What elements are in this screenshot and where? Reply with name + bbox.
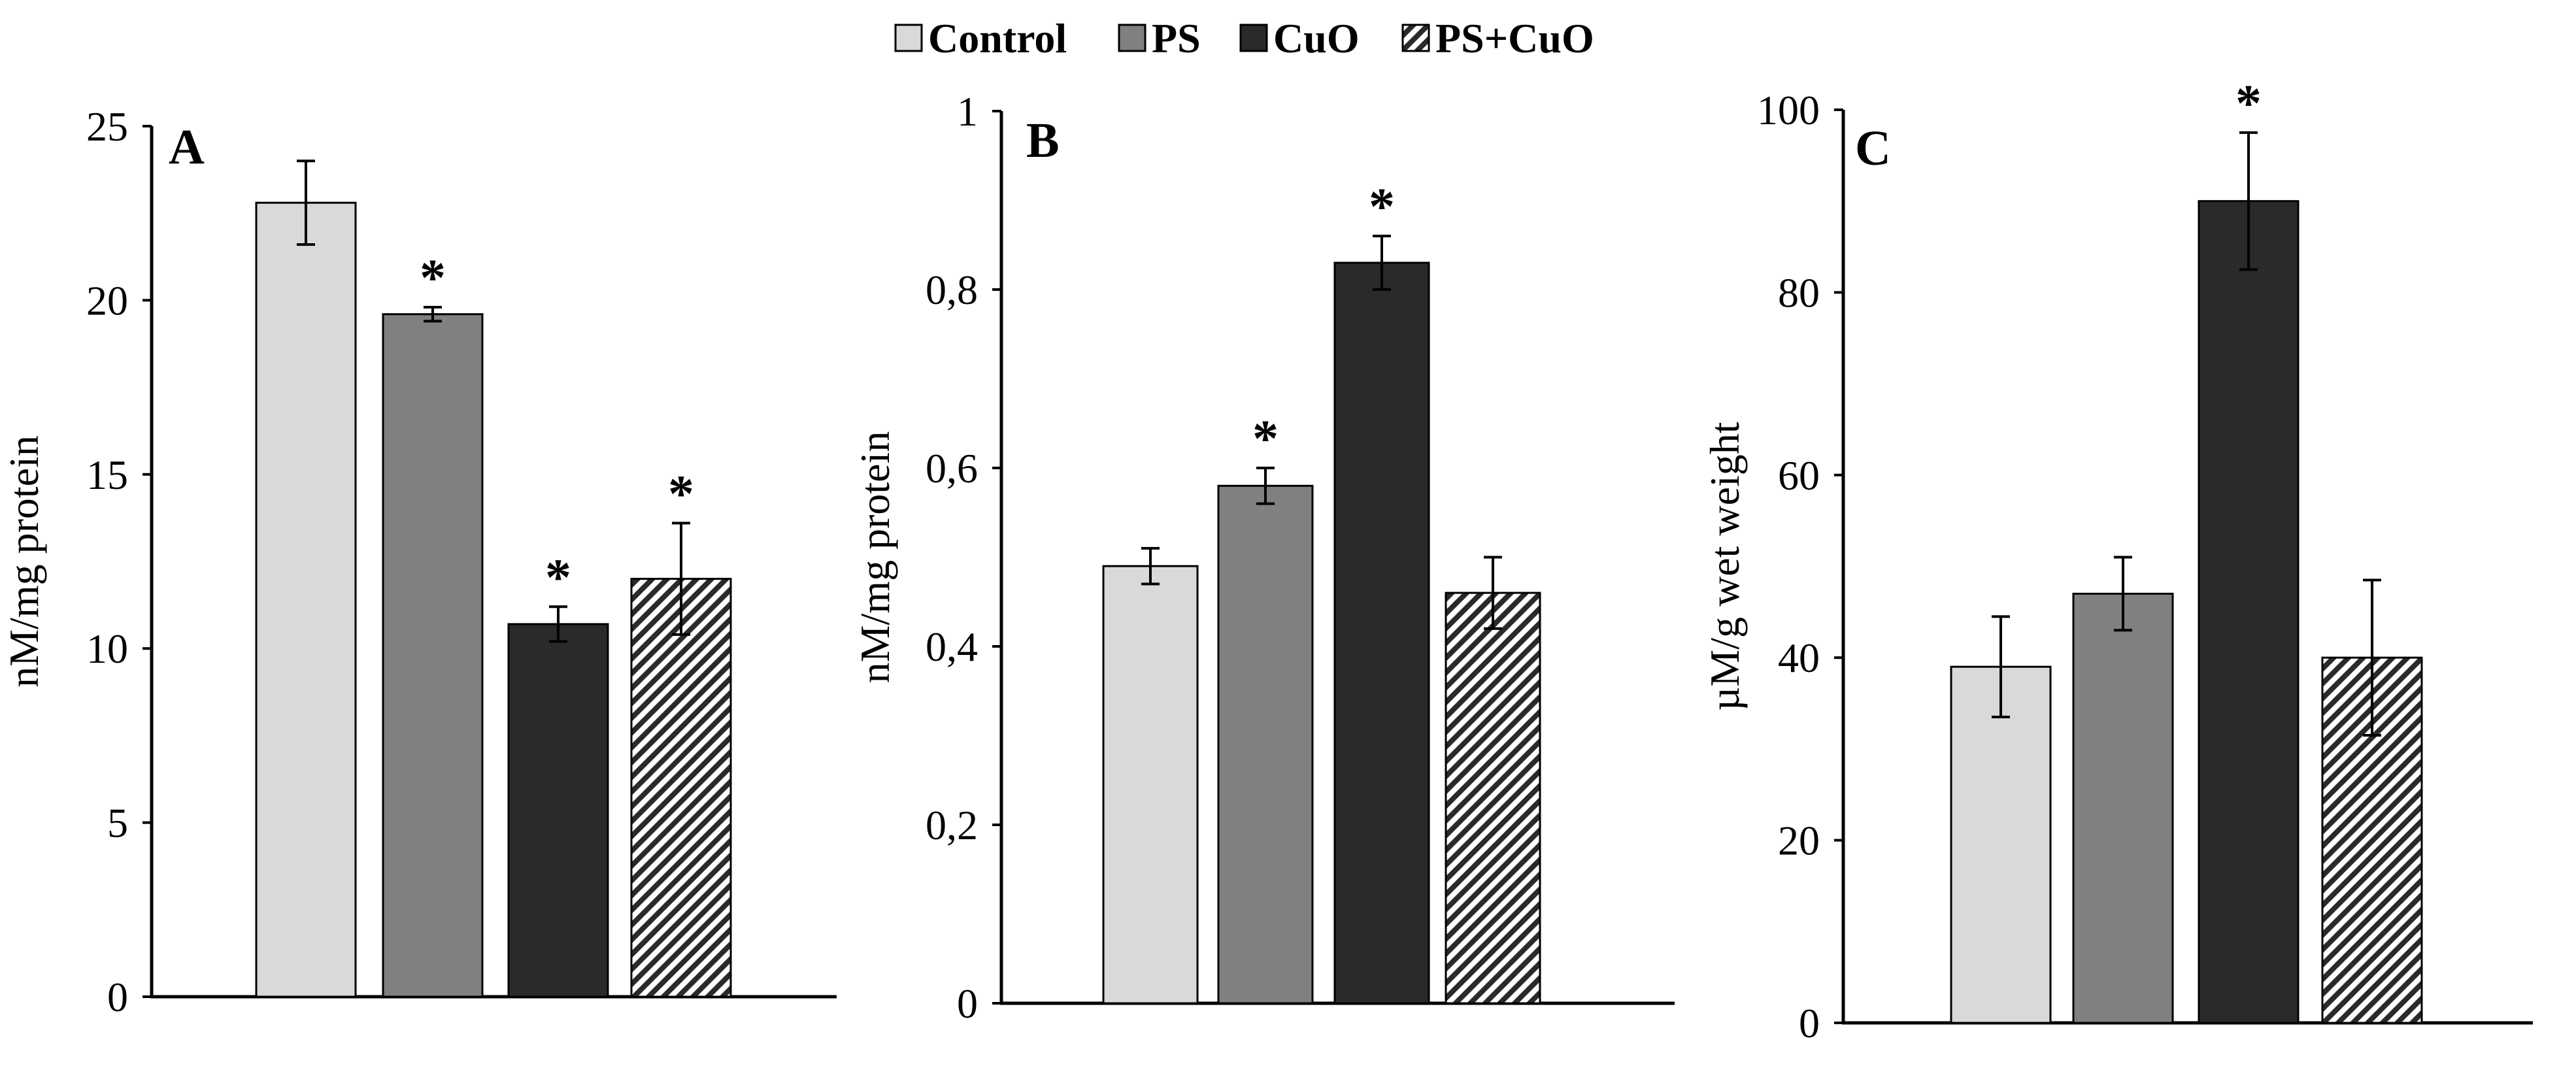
- chart-panel-b: 0 0,2 0,4 0,6 0,8 1 nM/mg protein B * *: [852, 88, 1675, 1027]
- y-tick-label-c: 40: [1778, 635, 1820, 681]
- error-bar-b-cuo: [1373, 235, 1391, 291]
- legend-label-control: Control: [928, 15, 1067, 61]
- bar-b-control: [1102, 565, 1199, 1005]
- bar-b-ps-cuo: [1445, 591, 1541, 1005]
- significance-marker-b-ps: *: [1252, 410, 1279, 468]
- panel-label-b: B: [1026, 113, 1060, 168]
- error-bar-a-ps: [424, 306, 442, 323]
- bar-a-ps: [382, 313, 484, 998]
- y-tick-label-a: 0: [107, 974, 128, 1020]
- y-tick-label-a: 5: [107, 800, 128, 846]
- legend-label-cuo: CuO: [1273, 15, 1360, 61]
- y-tick-label-c: 100: [1757, 87, 1820, 133]
- y-tick-label-a: 20: [86, 277, 128, 324]
- bar-c-control: [1950, 665, 2052, 1024]
- error-bar-c-ps: [2114, 556, 2132, 632]
- significance-marker-a-ps-cuo: *: [668, 465, 694, 523]
- bar-a-control: [255, 201, 357, 998]
- bar-c-ps: [2072, 592, 2174, 1024]
- error-bar-c-control: [1992, 615, 2010, 719]
- legend-item-cuo: CuO: [1239, 15, 1360, 61]
- y-tick-label-b: 0,8: [926, 267, 978, 313]
- bar-c-cuo: [2198, 200, 2300, 1024]
- error-bar-c-ps-cuo: [2363, 578, 2381, 737]
- bar-b-cuo: [1333, 261, 1430, 1005]
- legend-label-ps: PS: [1152, 15, 1201, 61]
- bar-a-cuo: [507, 623, 609, 998]
- error-bar-b-ps-cuo: [1484, 556, 1502, 630]
- error-bar-a-control: [297, 159, 315, 246]
- legend: Control PS CuO PS+CuO: [894, 15, 1594, 61]
- error-bar-c-cuo: [2239, 131, 2258, 271]
- y-tick-label-c: 0: [1799, 1000, 1820, 1046]
- y-axis-label-a: nM/mg protein: [1, 435, 47, 688]
- panel-label-c: C: [1855, 121, 1891, 176]
- legend-item-ps-cuo: PS+CuO: [1401, 15, 1594, 61]
- significance-marker-a-ps: *: [420, 250, 446, 307]
- y-tick-label-b: 0,4: [926, 624, 978, 670]
- error-bar-a-cuo: [549, 605, 567, 643]
- panel-label-a: A: [169, 120, 205, 175]
- error-bar-b-control: [1141, 546, 1160, 586]
- significance-marker-b-cuo: *: [1369, 178, 1395, 236]
- legend-swatch-ps-cuo: [1401, 24, 1430, 52]
- y-axis-label-b: nM/mg protein: [852, 431, 898, 684]
- bar-a-ps-cuo: [630, 578, 732, 998]
- legend-item-control: Control: [894, 15, 1067, 61]
- error-bar-a-ps-cuo: [672, 522, 690, 636]
- legend-label-ps-cuo: PS+CuO: [1435, 15, 1594, 61]
- y-tick-label-c: 80: [1778, 269, 1820, 316]
- y-tick-label-c: 60: [1778, 452, 1820, 499]
- y-tick-label-a: 10: [86, 625, 128, 672]
- chart-panel-c: 0 20 40 60 80 100 µM/g wet weight C *: [1701, 75, 2533, 1046]
- y-axis-label-c: µM/g wet weight: [1701, 422, 1748, 710]
- legend-swatch-ps: [1118, 24, 1146, 52]
- chart-panel-a: 0 5 10 15 20 25 nM/mg protein A * * *: [1, 103, 837, 1020]
- y-tick-label-c: 20: [1778, 818, 1820, 864]
- significance-marker-c-cuo: *: [2235, 75, 2262, 133]
- bar-b-ps: [1217, 484, 1314, 1005]
- legend-item-ps: PS: [1118, 15, 1201, 61]
- significance-marker-a-cuo: *: [545, 549, 571, 607]
- legend-swatch-control: [894, 24, 923, 52]
- y-tick-label-b: 1: [957, 88, 978, 135]
- y-tick-label-b: 0,6: [926, 445, 978, 491]
- y-tick-label-b: 0: [957, 980, 978, 1027]
- legend-swatch-cuo: [1239, 24, 1268, 52]
- y-tick-label-a: 15: [86, 452, 128, 498]
- y-tick-label-b: 0,2: [926, 802, 978, 848]
- error-bar-b-ps: [1256, 467, 1275, 505]
- y-tick-label-a: 25: [86, 103, 128, 150]
